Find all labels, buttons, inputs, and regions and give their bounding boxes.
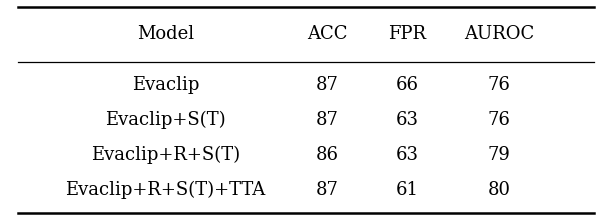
Text: 76: 76 <box>487 76 510 94</box>
Text: Evaclip: Evaclip <box>132 76 199 94</box>
Text: 87: 87 <box>316 181 339 199</box>
Text: AUROC: AUROC <box>464 25 534 43</box>
Text: 80: 80 <box>487 181 510 199</box>
Text: 66: 66 <box>395 76 419 94</box>
Text: ACC: ACC <box>307 25 348 43</box>
Text: 76: 76 <box>487 111 510 129</box>
Text: Evaclip+S(T): Evaclip+S(T) <box>105 111 226 129</box>
Text: 87: 87 <box>316 111 339 129</box>
Text: Evaclip+R+S(T): Evaclip+R+S(T) <box>91 146 240 164</box>
Text: Evaclip+R+S(T)+TTA: Evaclip+R+S(T)+TTA <box>65 181 266 199</box>
Text: 86: 86 <box>316 146 339 164</box>
Text: 63: 63 <box>395 111 419 129</box>
Text: 61: 61 <box>395 181 419 199</box>
Text: Model: Model <box>136 25 194 43</box>
Text: 79: 79 <box>487 146 510 164</box>
Text: 87: 87 <box>316 76 339 94</box>
Text: 63: 63 <box>395 146 419 164</box>
Text: FPR: FPR <box>388 25 426 43</box>
